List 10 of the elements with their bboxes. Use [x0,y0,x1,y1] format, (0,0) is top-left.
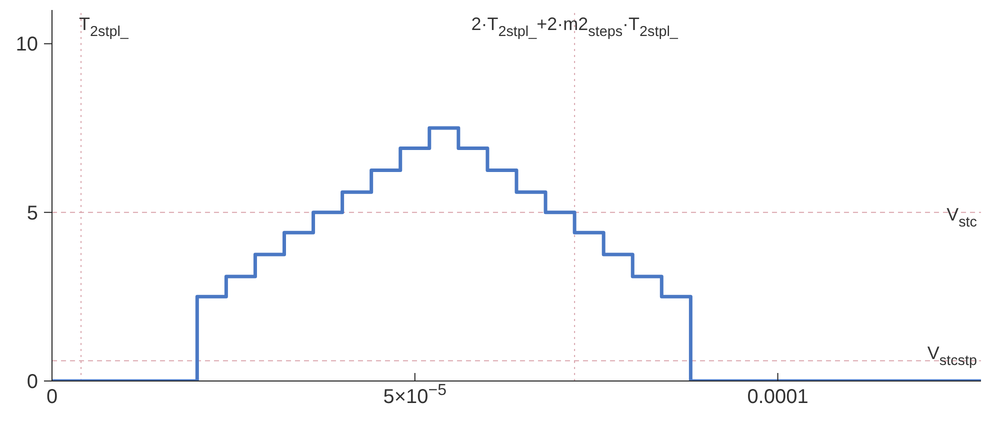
x-tick-label: 0.0001 [747,386,808,408]
x-tick-label: 0 [46,386,58,408]
x-tick-label: 5×10$^{−5}$ [383,382,447,408]
ref-line-label: V$_{stcstp}$ [927,342,977,369]
ref-line-label: 2·T$_{2stpl_}$+2·m2$_{steps}$·T$_{2stpl_}$ [471,14,679,40]
ref-line-label: T$_{2stpl_}$ [79,14,130,40]
y-tick-label: 0 [26,371,38,393]
y-tick-label: 10 [16,34,38,56]
y-tick-label: 5 [26,202,38,224]
ref-line-label: V$_{stc}$ [946,204,977,230]
